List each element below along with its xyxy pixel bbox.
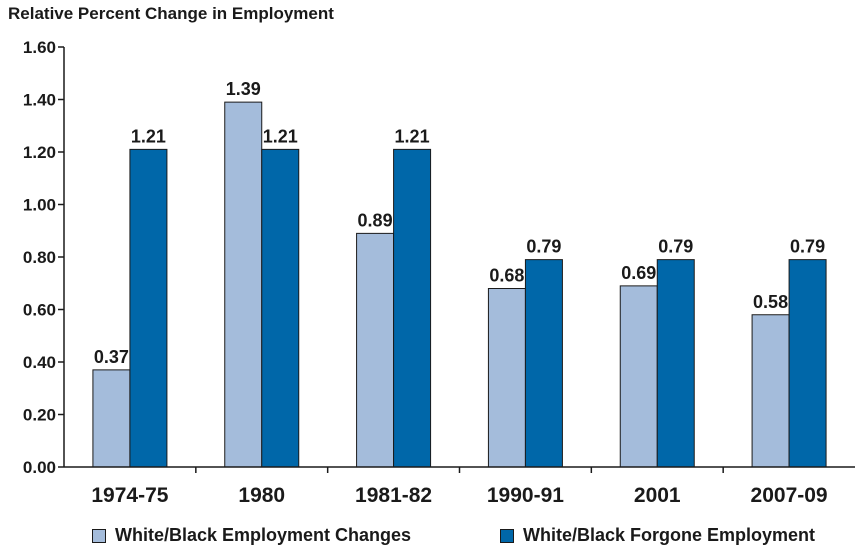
x-category-label: 1981-82 — [355, 484, 432, 507]
data-label: 0.69 — [621, 263, 656, 283]
data-label: 1.21 — [131, 126, 166, 146]
bar-forgone-employment — [129, 148, 168, 468]
y-tick-label: 0.20 — [23, 406, 56, 425]
data-label: 0.79 — [790, 237, 825, 257]
bar-forgone-employment — [393, 148, 432, 468]
x-category-label: 2001 — [634, 484, 681, 507]
legend: White/Black Employment Changes White/Bla… — [92, 525, 852, 551]
bar-employment-changes — [487, 288, 526, 468]
legend-swatch-employment-changes — [92, 528, 106, 543]
bar-chart: 0.00 0.20 0.40 0.60 0.80 1.00 1.20 1.40 1.60 0.3… — [23, 38, 855, 507]
legend-label-forgone-employment: White/Black Forgone Employment — [523, 525, 816, 545]
y-axis: 0.00 0.20 0.40 0.60 0.80 1.00 1.20 1.40 1.60 — [23, 38, 65, 477]
data-label: 0.58 — [753, 292, 788, 312]
data-label: 0.89 — [358, 210, 393, 230]
x-category-label: 2007-09 — [751, 484, 828, 507]
bar-forgone-employment — [656, 259, 695, 468]
bar-employment-changes — [356, 232, 395, 468]
y-tick-label: 0.00 — [23, 458, 56, 477]
data-label: 0.37 — [94, 347, 129, 367]
bars — [92, 101, 827, 468]
bar-forgone-employment — [524, 259, 563, 468]
data-labels: 0.371.211.391.210.891.210.680.790.690.79… — [94, 79, 825, 367]
data-label: 1.21 — [395, 126, 430, 146]
chart-title: Relative Percent Change in Employment — [8, 4, 334, 23]
data-label: 0.79 — [526, 237, 561, 257]
y-tick-label: 0.40 — [23, 353, 56, 372]
bar-employment-changes — [619, 285, 658, 468]
legend-item-forgone-employment: White/Black Forgone Employment — [500, 525, 815, 546]
legend-swatch-forgone-employment — [500, 528, 514, 543]
x-axis: 1974-75 1980 1981-82 1990-91 2001 2007-09 — [64, 466, 855, 507]
bar-employment-changes — [92, 369, 131, 468]
x-category-label: 1974-75 — [91, 484, 168, 507]
y-tick-label: 1.00 — [23, 196, 56, 215]
y-tick-label: 1.20 — [23, 143, 56, 162]
x-category-label: 1980 — [238, 484, 285, 507]
x-category-label: 1990-91 — [487, 484, 564, 507]
bar-employment-changes — [224, 101, 263, 468]
bar-forgone-employment — [788, 259, 827, 468]
data-label: 0.68 — [489, 266, 524, 286]
data-label: 0.79 — [658, 237, 693, 257]
y-tick-label: 1.60 — [23, 38, 56, 57]
legend-label-employment-changes: White/Black Employment Changes — [115, 525, 412, 545]
bar-forgone-employment — [261, 148, 300, 468]
y-tick-label: 1.40 — [23, 91, 56, 110]
y-tick-label: 0.60 — [23, 301, 56, 320]
bar-employment-changes — [751, 314, 790, 468]
legend-item-employment-changes: White/Black Employment Changes — [92, 525, 411, 546]
data-label: 1.21 — [263, 126, 298, 146]
data-label: 1.39 — [226, 79, 261, 99]
y-tick-label: 0.80 — [23, 248, 56, 267]
